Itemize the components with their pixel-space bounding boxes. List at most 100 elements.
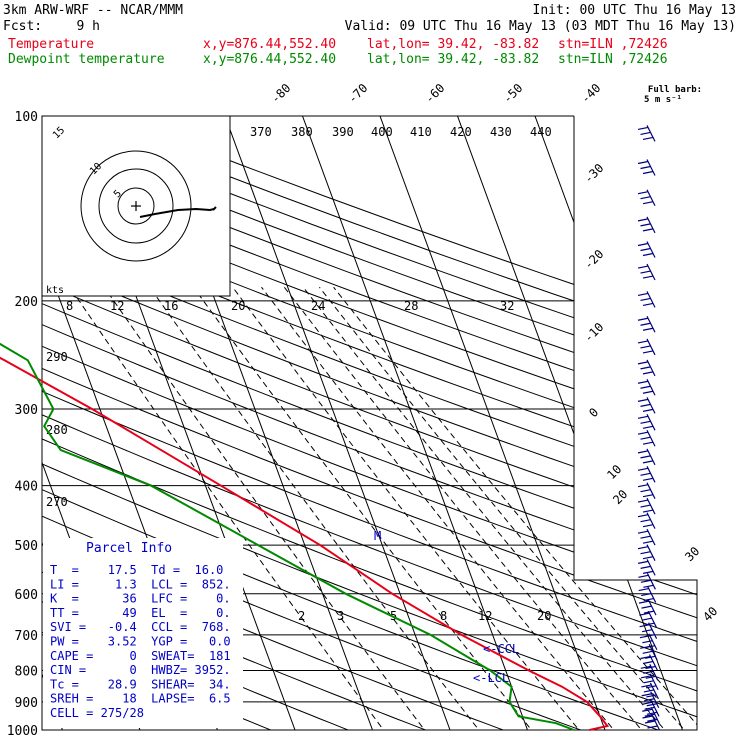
isotherm-label: 10 [604, 462, 624, 482]
wind-barb-flag [640, 385, 651, 389]
wind-barb-flag [642, 302, 654, 307]
wind-barb-flag [642, 640, 653, 644]
wind-barb-flag [637, 415, 649, 419]
hodograph: 5 10 15 kts [41, 115, 231, 297]
wind-barb [646, 315, 656, 333]
wind-barb [650, 706, 660, 724]
wind-barb-flag [642, 708, 653, 712]
wind-barb-flag [640, 504, 651, 508]
dry-adiabat [42, 128, 697, 730]
wind-barb [648, 633, 658, 650]
annotation-m: M [374, 529, 381, 543]
legend-dewpoint: Dewpoint temperature [8, 52, 165, 67]
mixing-label: 16 [164, 299, 178, 313]
pressure-label: 1000 [7, 724, 38, 739]
wind-barb-flag [637, 191, 649, 195]
mixing-label: 20 [231, 299, 245, 313]
mixing-ratio-line [283, 286, 654, 730]
wind-barb [646, 559, 656, 576]
wind-barb-flag [638, 600, 650, 604]
mixing-ratio-line [319, 286, 697, 730]
wind-barb-flag [642, 509, 654, 513]
wind-barb-flag [637, 450, 649, 454]
hodograph-units: kts [46, 285, 64, 296]
wind-barb-flag [637, 431, 649, 435]
wind-barb-flag [642, 350, 654, 354]
mixing-label: 12 [478, 609, 492, 623]
wind-barb-flag [647, 725, 658, 729]
wind-barb-flag [642, 650, 653, 654]
hodograph-ring [80, 150, 192, 262]
mixing-label: 12 [110, 299, 124, 313]
init-time: Init: 00 UTC Thu 16 May 13 [533, 3, 737, 18]
hodograph-ring [117, 187, 155, 225]
wind-barb [646, 528, 656, 546]
parcel-info-box: Parcel Info T = 17.5 Td = 16.0LI = 1.3 L… [43, 538, 243, 728]
isotherm-line [291, 116, 533, 730]
parcel-info-row: PW = 3.52 YGP = 0.0 [50, 635, 231, 649]
isotherm-line [214, 116, 456, 730]
mixing-ratio-line [261, 286, 626, 730]
wind-barb-flag [641, 605, 652, 609]
wind-barb-flag [637, 546, 649, 550]
wind-barb [646, 379, 656, 396]
parcel-info-row: CELL = 275/28 [50, 706, 144, 720]
model-title: 3km ARW-WRF -- NCAR/MMM [3, 3, 183, 18]
wind-barb-flag [642, 524, 654, 528]
plot-frame [41, 116, 698, 731]
dry-adiabat [42, 128, 697, 730]
wind-barb-flag [642, 556, 654, 560]
wind-barb-flag [642, 275, 654, 279]
isotherm-label: -40 [578, 81, 603, 106]
isotherm-label: -30 [581, 161, 606, 186]
wind-barb [648, 644, 658, 661]
isotherm-label: -60 [422, 81, 447, 106]
mixing-label: 20 [537, 609, 551, 623]
wind-barb-flag [640, 535, 651, 539]
wind-barb [646, 397, 656, 414]
pressure-labels: 100 200 300 400 500 600 700 800 900 1000 [7, 110, 38, 739]
wind-barb [646, 216, 656, 234]
mixing-ratio-line [103, 286, 435, 730]
annotation-ccl: <-CCL [483, 642, 519, 656]
wind-barb-flag [641, 592, 652, 597]
wind-barb-flag [637, 484, 649, 488]
wind-barb-label: Full barb: [648, 85, 702, 95]
fcst-label: Fcst: [3, 19, 42, 34]
wind-barb-flag [640, 420, 651, 424]
wind-barb-flag [640, 489, 651, 493]
dry-adiabat [42, 128, 697, 730]
pressure-label: 200 [15, 295, 38, 310]
wind-barb-flag [645, 685, 657, 689]
mixing-label: 32 [500, 299, 514, 313]
wind-barb [646, 482, 656, 499]
parcel-info-row: K = 36 LFC = 0. [50, 592, 231, 606]
wind-barb-flag [637, 292, 649, 297]
mixing-ratio-labels: 8 12 16 20 24 28 32 2 3 5 8 12 20 [66, 299, 551, 623]
wind-barb [646, 512, 656, 529]
wind-barb-flag [640, 565, 651, 569]
wind-barb-flag [640, 297, 651, 302]
mixing-ratio-line [232, 286, 591, 730]
wind-barbs [637, 125, 661, 731]
theta-label: 420 [450, 125, 472, 139]
wind-barb-flag [637, 380, 649, 384]
wind-barb-flag [642, 408, 654, 412]
wind-barb-flag [645, 655, 656, 659]
wind-barb-flag [639, 635, 651, 639]
parcel-info-row: Tc = 28.9 SHEAR= 34. [50, 677, 231, 691]
wind-barb [646, 466, 656, 483]
wind-barb-flag [637, 514, 649, 518]
valid-time: Valid: 09 UTC Thu 16 May 13 (03 MDT Thu … [345, 19, 736, 34]
wind-barb-flag [640, 675, 652, 679]
wind-barb [650, 713, 661, 731]
wind-barb-flag [640, 579, 652, 583]
dry-adiabat [42, 128, 382, 730]
wind-barb-flag [642, 494, 654, 498]
wind-barb [647, 586, 657, 603]
mixing-label: 24 [311, 299, 325, 313]
wind-barb-flag [640, 165, 651, 170]
dewpoint-trace [0, 342, 575, 731]
wind-barb [646, 263, 656, 281]
theta-label: 410 [410, 125, 432, 139]
